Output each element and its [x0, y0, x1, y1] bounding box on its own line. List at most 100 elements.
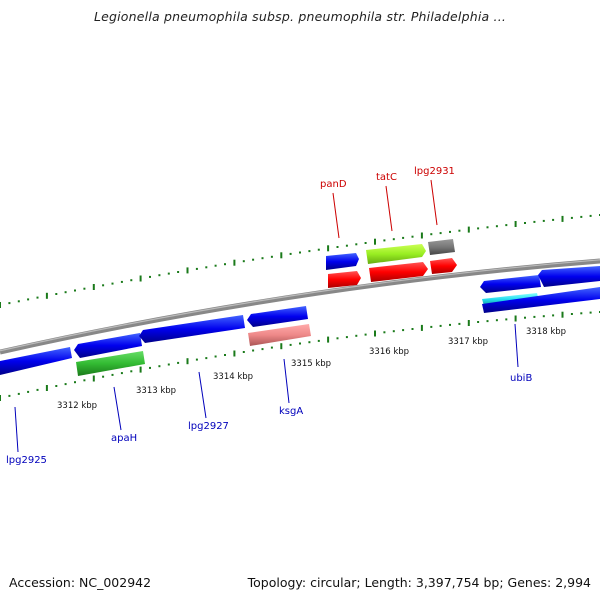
- gene-ksgA-pink-arrow[interactable]: [248, 324, 311, 346]
- gene-label-ksgA[interactable]: ksgA: [279, 406, 303, 417]
- major-tick: [233, 259, 236, 266]
- minor-tick: [299, 251, 301, 254]
- minor-tick: [177, 271, 180, 273]
- major-tick: [280, 343, 283, 350]
- gene-ksgA-arrow[interactable]: [247, 306, 308, 327]
- gene-label-lpg2925[interactable]: lpg2925: [6, 455, 47, 466]
- minor-tick: [195, 358, 198, 361]
- minor-tick: [524, 316, 526, 319]
- gene-lpg2927-arrow[interactable]: [139, 315, 245, 343]
- minor-tick: [130, 279, 133, 282]
- minor-tick: [317, 339, 320, 342]
- minor-tick: [355, 243, 358, 246]
- minor-tick: [214, 264, 217, 267]
- minor-tick: [402, 236, 405, 239]
- minor-tick: [158, 274, 161, 277]
- minor-tick: [214, 355, 217, 358]
- minor-tick: [542, 315, 545, 318]
- minor-tick: [486, 226, 489, 229]
- minor-tick: [242, 351, 245, 353]
- gene-panD-arrow[interactable]: [328, 271, 361, 288]
- minor-tick: [74, 289, 76, 292]
- minor-tick: [205, 357, 208, 360]
- minor-tick: [120, 280, 123, 283]
- minor-tick: [102, 284, 105, 287]
- minor-tick: [270, 346, 273, 349]
- minor-tick: [224, 354, 226, 356]
- gene-lpg2931-red-arrow[interactable]: [430, 258, 457, 274]
- minor-tick: [8, 302, 11, 305]
- major-tick: [139, 275, 142, 282]
- major-tick: [467, 320, 470, 326]
- minor-tick: [383, 239, 386, 242]
- major-tick: [0, 302, 1, 308]
- major-tick: [420, 232, 423, 239]
- minor-tick: [402, 329, 405, 332]
- minor-tick: [242, 260, 245, 263]
- minor-tick: [167, 363, 170, 366]
- gene-ubiB-blue-bottom-arrow[interactable]: [482, 287, 600, 313]
- gene-label-panD[interactable]: panD: [320, 179, 347, 190]
- minor-tick: [111, 373, 114, 376]
- gene-label-ubiB[interactable]: ubiB: [510, 373, 532, 384]
- minor-tick: [458, 229, 461, 232]
- minor-tick: [580, 215, 583, 218]
- outer-tick-track: [0, 214, 600, 308]
- gene-blue-arrow-right[interactable]: [538, 266, 600, 287]
- minor-tick: [495, 225, 498, 228]
- minor-tick: [383, 331, 386, 334]
- gene-apaH-arrow[interactable]: [76, 351, 145, 376]
- gene-panD-blue-arrow[interactable]: [326, 253, 359, 270]
- minor-tick: [533, 315, 536, 318]
- minor-tick: [477, 227, 480, 230]
- gene-label-lpg2927[interactable]: lpg2927: [188, 421, 229, 432]
- major-tick: [92, 375, 95, 382]
- scale-label: 3316 kbp: [369, 347, 409, 357]
- major-tick: [186, 267, 189, 274]
- minor-tick: [430, 233, 433, 236]
- minor-tick: [252, 349, 255, 352]
- scale-label: 3317 kbp: [448, 337, 488, 347]
- gene-blue-arrow-2[interactable]: [74, 333, 142, 358]
- minor-tick: [570, 216, 573, 219]
- gene-label-apaH[interactable]: apaH: [111, 433, 137, 444]
- gene-label-lpg2931[interactable]: lpg2931: [414, 166, 455, 177]
- major-tick: [186, 358, 189, 365]
- gene-lpg2931-arrow[interactable]: [428, 239, 455, 255]
- minor-tick: [495, 319, 498, 322]
- minor-tick: [289, 252, 292, 255]
- minor-tick: [439, 232, 442, 235]
- minor-tick: [477, 321, 480, 323]
- minor-tick: [336, 337, 339, 340]
- minor-tick: [336, 246, 339, 248]
- gene-label-tatC[interactable]: tatC: [376, 172, 397, 183]
- scale-label: 3318 kbp: [526, 327, 566, 337]
- major-tick: [45, 385, 48, 391]
- scale-label: 3313 kbp: [136, 386, 176, 396]
- major-tick: [561, 215, 564, 222]
- gene-tatC-arrow[interactable]: [366, 244, 426, 264]
- gene-labels: lpg2925 apaH lpg2927 ksgA panD tatC lpg2…: [6, 166, 532, 466]
- minor-tick: [524, 222, 526, 224]
- scale-label: 3312 kbp: [57, 401, 97, 411]
- minor-tick: [308, 341, 311, 344]
- minor-tick: [27, 390, 30, 393]
- minor-tick: [167, 272, 170, 275]
- minor-tick: [411, 328, 414, 330]
- gene-tatC-red-arrow[interactable]: [369, 262, 428, 282]
- minor-tick: [224, 263, 226, 266]
- minor-tick: [102, 375, 105, 378]
- minor-tick: [8, 394, 11, 397]
- minor-tick: [589, 214, 592, 217]
- major-tick: [139, 366, 142, 373]
- gene-lpg2925-arrow[interactable]: [0, 347, 72, 375]
- gene-ubiB-blue-top-arrow[interactable]: [480, 275, 541, 293]
- minor-tick: [17, 300, 20, 303]
- minor-tick: [411, 235, 414, 238]
- minor-tick: [552, 314, 555, 317]
- minor-tick: [308, 250, 311, 253]
- minor-tick: [345, 336, 348, 339]
- minor-tick: [261, 348, 264, 351]
- minor-tick: [149, 275, 151, 278]
